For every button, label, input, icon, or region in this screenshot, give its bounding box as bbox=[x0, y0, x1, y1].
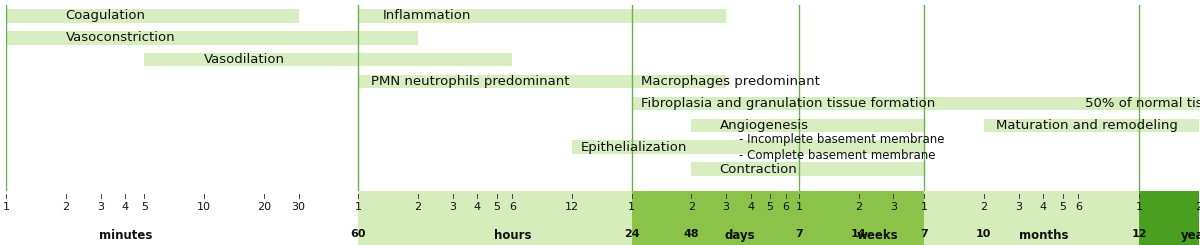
Bar bbox=[924, 191, 1139, 245]
Text: Epithelialization: Epithelialization bbox=[581, 141, 688, 154]
Text: 1: 1 bbox=[920, 202, 928, 212]
Text: 2: 2 bbox=[856, 202, 862, 212]
Text: 3: 3 bbox=[449, 202, 456, 212]
Bar bbox=[691, 119, 924, 132]
Text: 12: 12 bbox=[565, 202, 580, 212]
Text: Inflammation: Inflammation bbox=[383, 9, 472, 22]
Text: 4: 4 bbox=[121, 202, 128, 212]
Bar bbox=[984, 119, 1199, 132]
Text: 6: 6 bbox=[782, 202, 790, 212]
Bar bbox=[6, 9, 299, 23]
Text: 60: 60 bbox=[350, 229, 366, 239]
Bar bbox=[726, 140, 924, 154]
Text: minutes: minutes bbox=[98, 229, 152, 242]
Bar bbox=[631, 191, 799, 245]
Text: 3: 3 bbox=[1015, 202, 1022, 212]
Text: Fibroplasia and granulation tissue formation: Fibroplasia and granulation tissue forma… bbox=[641, 97, 935, 110]
Text: 3: 3 bbox=[890, 202, 896, 212]
Text: Contraction: Contraction bbox=[720, 163, 797, 176]
Text: 24: 24 bbox=[624, 229, 640, 239]
Bar bbox=[359, 75, 631, 88]
Text: 4: 4 bbox=[1040, 202, 1046, 212]
Text: Angiogenesis: Angiogenesis bbox=[720, 119, 809, 132]
Bar bbox=[572, 140, 726, 154]
Text: 2: 2 bbox=[62, 202, 70, 212]
Text: 2: 2 bbox=[1195, 202, 1200, 212]
Text: 1: 1 bbox=[355, 202, 361, 212]
Text: 1: 1 bbox=[628, 202, 635, 212]
Text: 4: 4 bbox=[748, 202, 755, 212]
Text: weeks: weeks bbox=[857, 229, 899, 242]
Text: 5: 5 bbox=[1060, 202, 1066, 212]
Text: PMN neutrophils predominant: PMN neutrophils predominant bbox=[372, 75, 570, 88]
Bar bbox=[799, 191, 924, 245]
Bar bbox=[6, 191, 359, 245]
Text: 6: 6 bbox=[509, 202, 516, 212]
Text: 48: 48 bbox=[684, 229, 700, 239]
Text: Vasodilation: Vasodilation bbox=[204, 53, 286, 66]
Text: 1: 1 bbox=[1135, 202, 1142, 212]
Text: 10: 10 bbox=[197, 202, 211, 212]
Text: 14: 14 bbox=[851, 229, 866, 239]
Bar bbox=[691, 162, 924, 176]
Text: 7: 7 bbox=[920, 229, 928, 239]
Text: 12: 12 bbox=[1132, 229, 1147, 239]
Bar bbox=[1139, 191, 1199, 245]
Text: 3: 3 bbox=[722, 202, 730, 212]
Text: 1: 1 bbox=[2, 202, 10, 212]
Text: Macrophages predominant: Macrophages predominant bbox=[641, 75, 820, 88]
Bar bbox=[631, 97, 1139, 110]
Text: Maturation and remodeling: Maturation and remodeling bbox=[996, 119, 1178, 132]
Text: 7: 7 bbox=[796, 229, 803, 239]
Text: 4: 4 bbox=[474, 202, 481, 212]
Text: 2: 2 bbox=[414, 202, 421, 212]
Text: 5: 5 bbox=[767, 202, 774, 212]
Bar bbox=[359, 191, 631, 245]
Text: 5: 5 bbox=[493, 202, 500, 212]
Bar bbox=[631, 75, 726, 88]
Text: months: months bbox=[1019, 229, 1068, 242]
Text: - Incomplete basement membrane
- Complete basement membrane: - Incomplete basement membrane - Complet… bbox=[739, 133, 944, 162]
Text: 20: 20 bbox=[257, 202, 271, 212]
Bar bbox=[1079, 97, 1199, 110]
Text: years: years bbox=[1181, 229, 1200, 242]
Text: 10: 10 bbox=[976, 229, 991, 239]
Text: hours: hours bbox=[493, 229, 532, 242]
Text: 5: 5 bbox=[140, 202, 148, 212]
Text: 2: 2 bbox=[980, 202, 988, 212]
Text: 50% of normal tissue strength: 50% of normal tissue strength bbox=[1085, 97, 1200, 110]
Text: 1: 1 bbox=[796, 202, 803, 212]
Text: Coagulation: Coagulation bbox=[66, 9, 145, 22]
Bar bbox=[359, 9, 726, 23]
Bar bbox=[6, 31, 418, 45]
Text: 2: 2 bbox=[688, 202, 695, 212]
Text: days: days bbox=[724, 229, 755, 242]
Text: 3: 3 bbox=[97, 202, 104, 212]
Text: 6: 6 bbox=[1075, 202, 1082, 212]
Bar bbox=[144, 53, 512, 66]
Text: 30: 30 bbox=[292, 202, 306, 212]
Text: Vasoconstriction: Vasoconstriction bbox=[66, 31, 175, 44]
